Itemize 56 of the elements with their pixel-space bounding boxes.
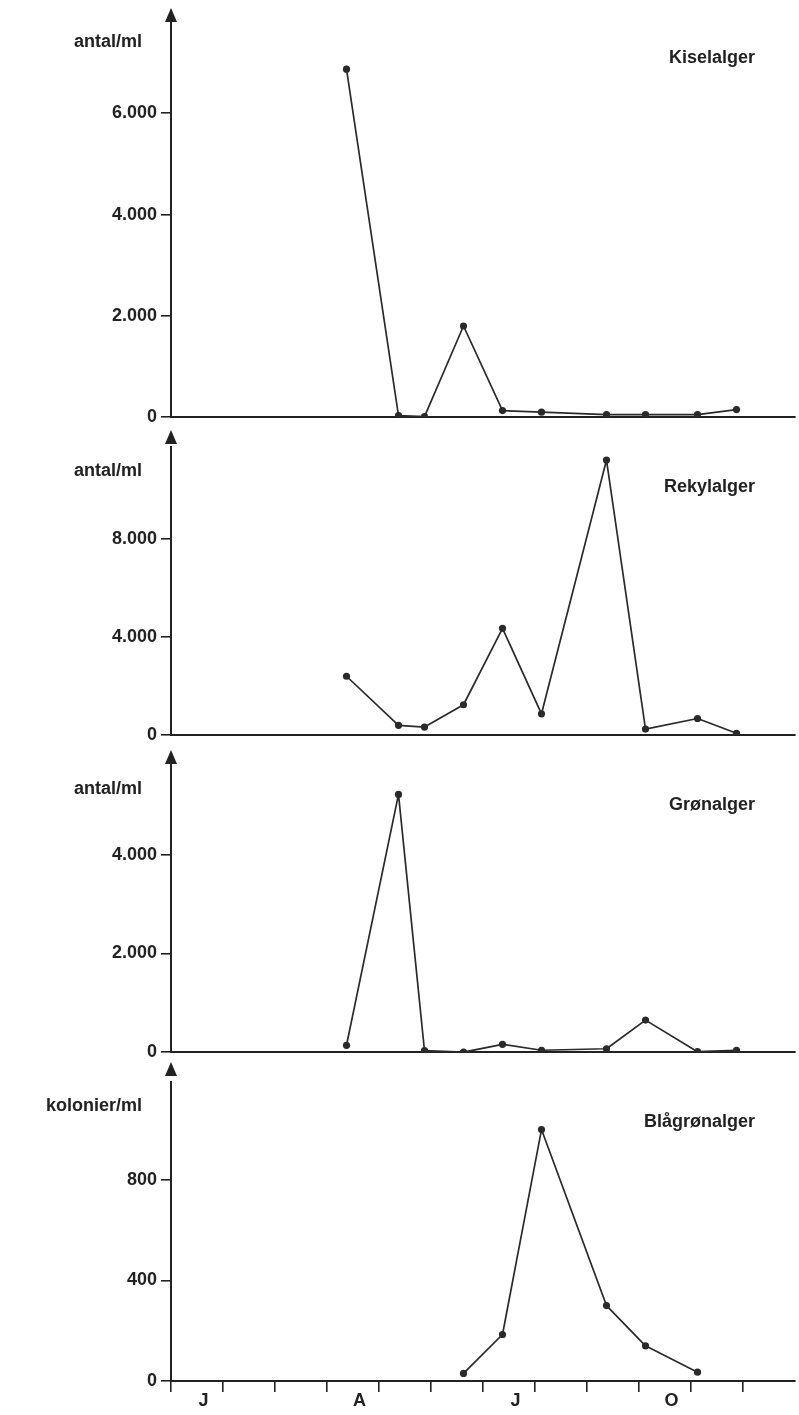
point	[459, 1369, 468, 1378]
point	[602, 1045, 611, 1053]
point	[498, 1330, 507, 1339]
text: Rekylalger	[663, 475, 755, 496]
y-tick-label: 4.000	[111, 625, 157, 646]
point	[693, 411, 702, 418]
point	[498, 1040, 507, 1048]
point	[459, 322, 468, 330]
point	[342, 672, 351, 680]
x-tick-label: A	[353, 1389, 366, 1410]
point	[732, 406, 741, 414]
y-tick-label: 2.000	[111, 304, 157, 325]
text: Blågrønalger	[643, 1110, 755, 1131]
y-tick-label: 400	[126, 1269, 157, 1290]
point	[394, 721, 403, 729]
y-tick-label: 4.000	[111, 843, 157, 864]
point	[693, 714, 702, 723]
point	[732, 729, 741, 736]
point	[459, 701, 468, 709]
point	[602, 1301, 611, 1310]
y-tick-label: 6.000	[111, 102, 157, 123]
x-tick-label: J	[198, 1389, 209, 1410]
y-tick-label: 2.000	[111, 942, 157, 963]
point	[641, 1342, 650, 1350]
point	[641, 725, 650, 733]
y-tick-label: 4.000	[111, 203, 157, 224]
point	[641, 411, 650, 418]
x-tick-label: J	[510, 1389, 521, 1410]
point	[342, 65, 351, 73]
point	[537, 710, 546, 718]
y-axis-title: antal/ml	[73, 30, 142, 51]
point	[498, 624, 507, 632]
y-tick-label: 0	[146, 1041, 157, 1062]
y-axis-title: antal/ml	[73, 777, 142, 798]
y-axis-title: antal/ml	[73, 459, 142, 480]
point	[732, 1046, 741, 1053]
point	[602, 456, 611, 464]
text: Grønalger	[668, 793, 755, 814]
point	[394, 790, 403, 799]
y-tick-label: 8.000	[111, 527, 157, 548]
point	[537, 1046, 546, 1053]
point	[420, 723, 429, 731]
point	[537, 408, 546, 416]
y-tick-label: 0	[146, 406, 157, 427]
point	[498, 407, 507, 415]
point	[602, 411, 611, 418]
point	[693, 1368, 702, 1376]
point	[342, 1041, 351, 1049]
text: Kiselalger	[668, 46, 755, 67]
point	[641, 1016, 650, 1024]
x-tick-label: O	[664, 1389, 679, 1410]
y-tick-label: 800	[126, 1168, 157, 1189]
y-tick-label: 0	[146, 724, 157, 745]
y-tick-label: 0	[146, 1369, 157, 1390]
y-axis-title: kolonier/ml	[45, 1094, 142, 1115]
point	[537, 1125, 546, 1134]
